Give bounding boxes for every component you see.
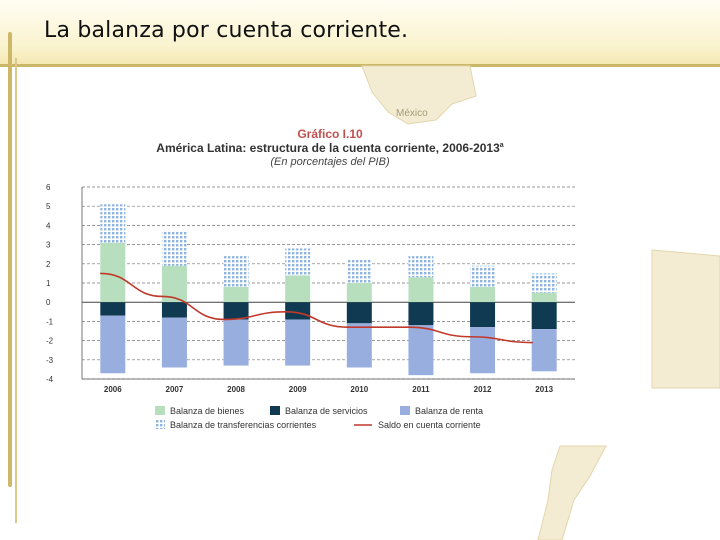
chart-kicker: Gráfico I.10: [297, 127, 363, 141]
y-tick-label: -2: [46, 337, 54, 346]
bar-transferencias-2009: [285, 248, 311, 276]
bar-renta-2013: [531, 329, 557, 372]
left-accent-bar: [8, 32, 12, 487]
x-tick-label: 2006: [104, 385, 122, 394]
y-tick-label: 4: [46, 221, 51, 230]
slide-title-band: [0, 0, 720, 66]
point-saldo-2010: [346, 326, 349, 328]
left-accent-line: [15, 58, 17, 523]
legend-label: Balanza de transferencias corrientes: [170, 420, 317, 430]
bar-servicios-2013: [531, 302, 557, 330]
chart-subtitle: (En porcentajes del PIB): [270, 156, 390, 168]
legend-swatch: [400, 406, 410, 415]
bar-transferencias-2007: [161, 231, 187, 266]
bar-bienes-2009: [285, 275, 311, 303]
chart-title: América Latina: estructura de la cuenta …: [156, 141, 504, 155]
legend-layer: Balanza de bienes Balanza de servicios Bal…: [155, 406, 483, 430]
axis-layer: 6 5 4 3 2 1 0 -1 -2 -3 -4 2006 2007 2008 2009 2010 2011 2…: [46, 183, 575, 394]
bar-transferencias-2012: [470, 265, 496, 287]
bar-servicios-2010: [346, 302, 372, 324]
point-saldo-2012: [469, 335, 472, 338]
bar-transferencias-2006: [100, 204, 126, 243]
bar-renta-2010: [346, 323, 372, 368]
y-tick-label: -1: [46, 317, 54, 326]
chart-title-note: a: [499, 142, 504, 149]
x-tick-label: 2008: [227, 385, 245, 394]
bar-servicios-2008: [223, 302, 249, 320]
bar-servicios-2011: [408, 302, 434, 326]
point-saldo-2013: [531, 341, 533, 344]
y-tick-label: 2: [46, 260, 51, 269]
bar-bienes-2011: [408, 277, 434, 303]
y-tick-label: 1: [46, 279, 51, 288]
bar-transferencias-2008: [223, 256, 249, 287]
bar-bienes-2008: [223, 286, 249, 303]
bar-renta-2009: [285, 319, 311, 366]
y-tick-label: 3: [46, 241, 51, 250]
bar-servicios-2006: [100, 302, 126, 316]
point-saldo-2008: [223, 318, 225, 321]
bar-renta-2008: [223, 319, 249, 366]
bar-transferencias-2013: [531, 273, 557, 293]
point-saldo-2009: [284, 311, 287, 313]
bar-renta-2007: [161, 317, 187, 368]
legend-swatch: [155, 420, 165, 429]
map-label-mexico: México: [396, 108, 428, 119]
bar-transferencias-2010: [346, 259, 372, 283]
y-tick-label: 6: [46, 183, 51, 192]
bar-servicios-2009: [285, 302, 311, 320]
point-saldo-2007: [161, 295, 164, 298]
legend-label: Balanza de bienes: [170, 406, 245, 416]
bar-servicios-2007: [161, 302, 187, 318]
bar-renta-2006: [100, 315, 126, 374]
bar-servicios-2012: [470, 302, 496, 328]
y-tick-label: 0: [46, 298, 51, 307]
bar-bienes-2012: [470, 286, 496, 303]
legend-label: Balanza de servicios: [285, 406, 368, 416]
grid-layer: [82, 186, 575, 380]
y-tick-label: -3: [46, 356, 54, 365]
legend-label: Balanza de renta: [415, 406, 483, 416]
slide-title: La balanza por cuenta corriente.: [44, 18, 409, 43]
legend-swatch: [155, 406, 165, 415]
x-tick-label: 2012: [474, 385, 492, 394]
point-saldo-2011: [408, 326, 410, 328]
legend-label: Saldo en cuenta corriente: [378, 420, 481, 430]
x-tick-label: 2010: [350, 385, 368, 394]
bar-bienes-2010: [346, 283, 372, 303]
legend-swatch: [270, 406, 280, 415]
point-saldo-2006: [100, 272, 102, 275]
y-tick-label: -4: [46, 375, 54, 384]
x-tick-label: 2013: [535, 385, 553, 394]
x-tick-label: 2009: [289, 385, 307, 394]
title-divider: [0, 64, 720, 67]
bar-bienes-2013: [531, 292, 557, 303]
bar-renta-2011: [408, 325, 434, 376]
bar-transferencias-2011: [408, 256, 434, 278]
bar-renta-2012: [470, 327, 496, 374]
line-layer: [100, 272, 533, 344]
bar-bienes-2006: [100, 242, 126, 303]
y-tick-label: 5: [46, 202, 51, 211]
x-tick-label: 2011: [412, 385, 430, 394]
bar-layer: [100, 204, 557, 376]
x-tick-label: 2007: [166, 385, 184, 394]
